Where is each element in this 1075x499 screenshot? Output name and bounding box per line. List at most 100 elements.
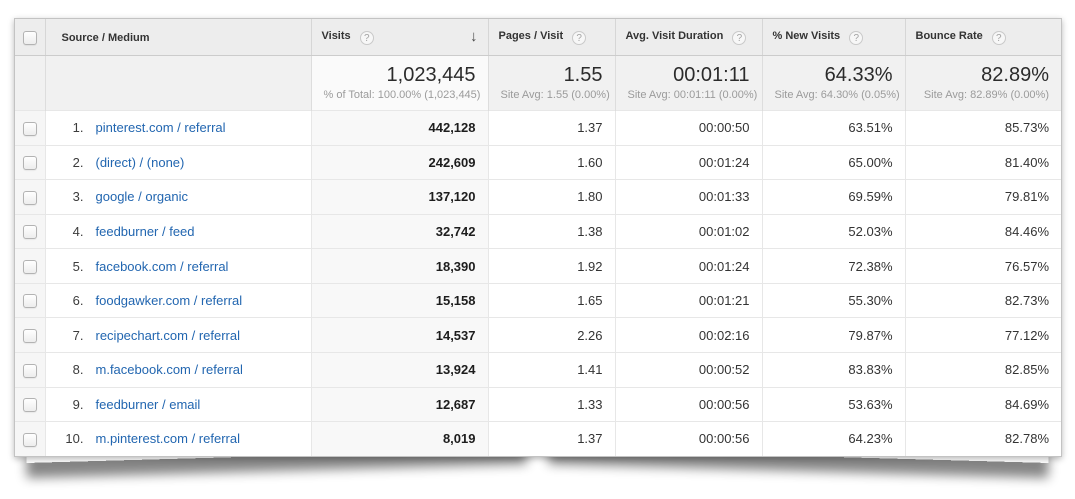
source-medium-table: Source / Medium ↓ Visits ? Pages / Visit… [15, 19, 1061, 456]
row-checkbox[interactable] [22, 432, 37, 447]
source-medium-cell: 8. m.facebook.com / referral [44, 351, 311, 387]
new-visits-cell: 72.38% [761, 248, 905, 284]
summary-visits-subtext: % of Total: 100.00% (1,023,445) [323, 89, 481, 101]
summary-new-visits-total: 64.33% [824, 64, 893, 86]
row-checkbox[interactable] [22, 363, 37, 378]
source-medium-link[interactable]: pinterest.com / referral [95, 120, 226, 136]
visits-cell: 32,742 [310, 213, 488, 249]
row-checkbox[interactable] [22, 398, 37, 413]
help-icon[interactable]: ? [359, 31, 374, 45]
select-all-cell [15, 19, 45, 56]
pages-visit-cell: 1.60 [487, 144, 615, 180]
row-checkbox[interactable] [22, 225, 37, 240]
sort-descending-icon[interactable]: ↓ [470, 28, 478, 45]
row-checkbox-cell [15, 144, 45, 180]
source-medium-cell: 3. google / organic [44, 179, 311, 215]
column-header-pages-visit[interactable]: Pages / Visit ? [487, 19, 615, 56]
source-medium-cell: 2. (direct) / (none) [44, 144, 311, 180]
row-rank: 3. [72, 189, 84, 205]
source-medium-cell: 7. recipechart.com / referral [44, 317, 311, 353]
summary-visits-cell: 1,023,445 % of Total: 100.00% (1,023,445… [310, 55, 488, 111]
row-rank: 7. [72, 327, 84, 343]
pages-visit-header-label: Pages / Visit [498, 30, 564, 42]
row-checkbox-cell [15, 317, 45, 353]
row-checkbox[interactable] [22, 156, 37, 171]
column-header-source-medium[interactable]: Source / Medium [44, 19, 311, 56]
bounce-rate-cell: 82.73% [904, 282, 1061, 318]
new-visits-cell: 63.51% [761, 110, 905, 146]
source-medium-link[interactable]: google / organic [95, 189, 189, 205]
column-header-avg-duration[interactable]: Avg. Visit Duration ? [614, 19, 762, 56]
source-medium-link[interactable]: feedburner / feed [95, 223, 195, 239]
avg-duration-cell: 00:00:56 [614, 421, 762, 456]
row-checkbox-cell [15, 248, 45, 284]
summary-duration-subtext: Site Avg: 00:01:11 (0.00%) [627, 89, 758, 101]
bounce-rate-cell: 81.40% [904, 144, 1061, 180]
table-row: 4. feedburner / feed 32,742 1.38 00:01:02… [15, 213, 1061, 249]
source-medium-link[interactable]: recipechart.com / referral [95, 327, 241, 343]
visits-cell: 14,537 [310, 317, 488, 353]
visits-header-label: Visits [321, 30, 351, 42]
pages-visit-cell: 1.33 [487, 386, 615, 422]
select-all-checkbox[interactable] [22, 30, 37, 45]
row-checkbox-cell [15, 110, 45, 146]
summary-new-visits-subtext: Site Avg: 64.30% (0.05%) [774, 89, 900, 101]
table-row: 5. facebook.com / referral 18,390 1.92 00… [15, 248, 1061, 284]
pages-visit-cell: 1.37 [487, 110, 615, 146]
summary-visits-total: 1,023,445 [386, 64, 476, 86]
summary-bounce-cell: 82.89% Site Avg: 82.89% (0.00%) [904, 55, 1061, 111]
help-icon[interactable]: ? [849, 31, 864, 45]
table-row: 1. pinterest.com / referral 442,128 1.37 … [15, 110, 1061, 146]
source-medium-cell: 1. pinterest.com / referral [44, 110, 311, 146]
source-medium-link[interactable]: m.pinterest.com / referral [95, 431, 241, 447]
avg-duration-header-label: Avg. Visit Duration [625, 30, 724, 42]
table-row: 10. m.pinterest.com / referral 8,019 1.37… [15, 421, 1061, 456]
column-header-new-visits[interactable]: % New Visits ? [761, 19, 905, 56]
source-medium-link[interactable]: m.facebook.com / referral [95, 362, 243, 378]
bounce-rate-cell: 79.81% [904, 179, 1061, 215]
avg-duration-cell: 00:01:21 [614, 282, 762, 318]
new-visits-cell: 64.23% [761, 421, 905, 456]
row-checkbox-cell [15, 386, 45, 422]
summary-bounce-total: 82.89% [981, 64, 1049, 86]
row-rank: 5. [72, 258, 84, 274]
visits-cell: 12,687 [310, 386, 488, 422]
new-visits-cell: 55.30% [761, 282, 905, 318]
pages-visit-cell: 1.41 [487, 351, 615, 387]
table-row: 8. m.facebook.com / referral 13,924 1.41 … [15, 351, 1061, 387]
new-visits-cell: 79.87% [761, 317, 905, 353]
row-checkbox[interactable] [22, 190, 37, 205]
pages-visit-cell: 1.65 [487, 282, 615, 318]
row-checkbox[interactable] [22, 259, 37, 274]
row-checkbox-cell [15, 421, 45, 456]
row-checkbox[interactable] [22, 294, 37, 309]
source-medium-cell: 6. foodgawker.com / referral [44, 282, 311, 318]
source-medium-header-label: Source / Medium [61, 31, 150, 44]
new-visits-cell: 52.03% [761, 213, 905, 249]
help-icon[interactable]: ? [572, 31, 587, 45]
new-visits-cell: 69.59% [761, 179, 905, 215]
row-rank: 10. [65, 431, 84, 447]
avg-duration-cell: 00:01:24 [614, 248, 762, 284]
column-header-visits[interactable]: ↓ Visits ? [310, 19, 488, 56]
row-checkbox-cell [15, 282, 45, 318]
help-icon[interactable]: ? [991, 31, 1006, 45]
row-checkbox[interactable] [22, 121, 37, 136]
source-medium-link[interactable]: feedburner / email [95, 396, 201, 412]
table-row: 9. feedburner / email 12,687 1.33 00:00:5… [15, 386, 1061, 422]
help-icon[interactable]: ? [732, 31, 747, 45]
bounce-rate-cell: 84.46% [904, 213, 1061, 249]
visits-cell: 242,609 [310, 144, 488, 180]
summary-empty-cell [44, 55, 311, 111]
source-medium-link[interactable]: foodgawker.com / referral [95, 293, 243, 309]
visits-cell: 13,924 [310, 351, 488, 387]
pages-visit-cell: 1.80 [487, 179, 615, 215]
pages-visit-cell: 1.38 [487, 213, 615, 249]
row-checkbox[interactable] [22, 328, 37, 343]
column-header-bounce-rate[interactable]: Bounce Rate ? [904, 19, 1061, 56]
avg-duration-cell: 00:02:16 [614, 317, 762, 353]
source-medium-link[interactable]: facebook.com / referral [95, 258, 229, 274]
row-checkbox-cell [15, 179, 45, 215]
source-medium-link[interactable]: (direct) / (none) [95, 154, 185, 170]
